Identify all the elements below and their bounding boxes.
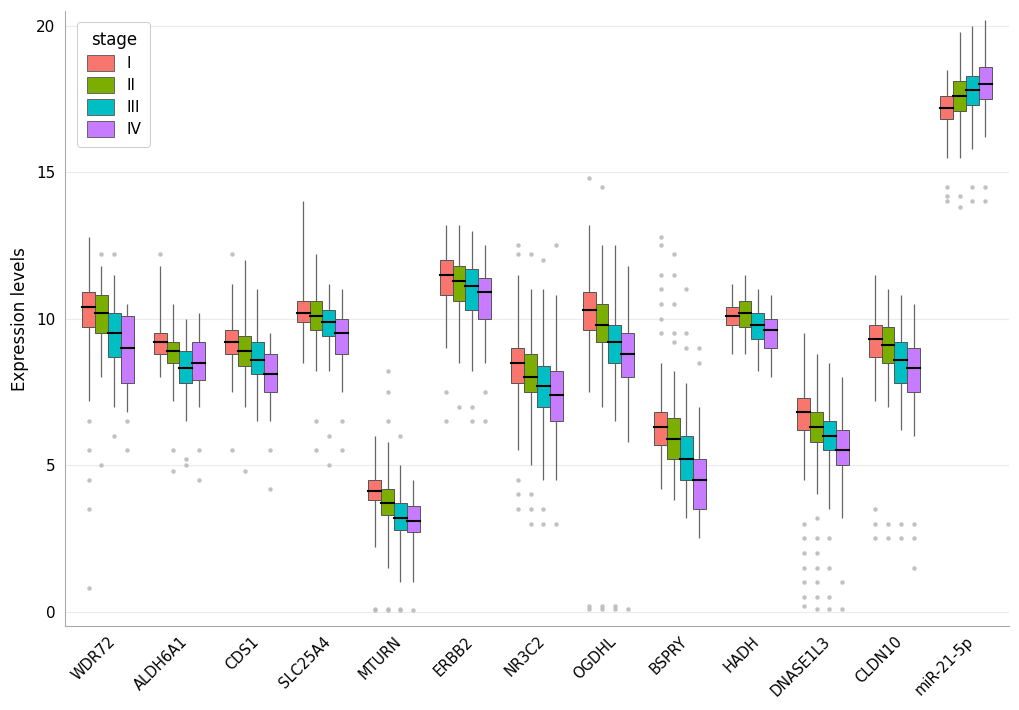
Bar [368, 480, 381, 501]
Bar [549, 371, 562, 421]
Bar [120, 316, 133, 383]
Bar [381, 488, 393, 515]
Bar [536, 366, 549, 407]
Bar [595, 304, 608, 342]
Bar [154, 333, 166, 354]
Bar [407, 506, 419, 532]
Bar [835, 430, 848, 465]
Bar [193, 342, 205, 380]
Y-axis label: Expression levels: Expression levels [11, 246, 30, 390]
Bar [907, 348, 919, 392]
Bar [108, 313, 120, 356]
Bar [880, 327, 894, 363]
Bar [894, 342, 907, 383]
Bar [692, 459, 705, 509]
Bar [297, 301, 310, 322]
Bar [478, 278, 491, 319]
Bar [511, 348, 524, 383]
Bar [393, 503, 407, 530]
Bar [797, 398, 809, 430]
Bar [251, 342, 264, 374]
Bar [608, 324, 621, 363]
Bar [465, 269, 478, 310]
Bar [822, 421, 835, 450]
Bar [524, 354, 536, 392]
Bar [763, 319, 776, 348]
Bar [680, 436, 692, 480]
Bar [335, 319, 347, 354]
Bar [83, 293, 95, 327]
Bar [965, 75, 978, 105]
Bar [452, 266, 465, 301]
Bar [322, 310, 335, 337]
Bar [666, 418, 680, 459]
Bar [225, 330, 237, 354]
Legend: I, II, III, IV: I, II, III, IV [77, 22, 150, 146]
Bar [978, 67, 990, 99]
Bar [940, 96, 952, 119]
Bar [95, 295, 108, 333]
Bar [726, 307, 738, 324]
Bar [582, 293, 595, 330]
Bar [439, 260, 452, 295]
Bar [751, 313, 763, 339]
Bar [868, 324, 880, 356]
Bar [653, 413, 666, 444]
Bar [809, 413, 822, 442]
Bar [310, 301, 322, 330]
Bar [264, 354, 276, 392]
Bar [237, 337, 251, 366]
Bar [166, 342, 179, 363]
Bar [952, 82, 965, 111]
Bar [179, 351, 193, 383]
Bar [621, 333, 634, 377]
Bar [738, 301, 751, 327]
